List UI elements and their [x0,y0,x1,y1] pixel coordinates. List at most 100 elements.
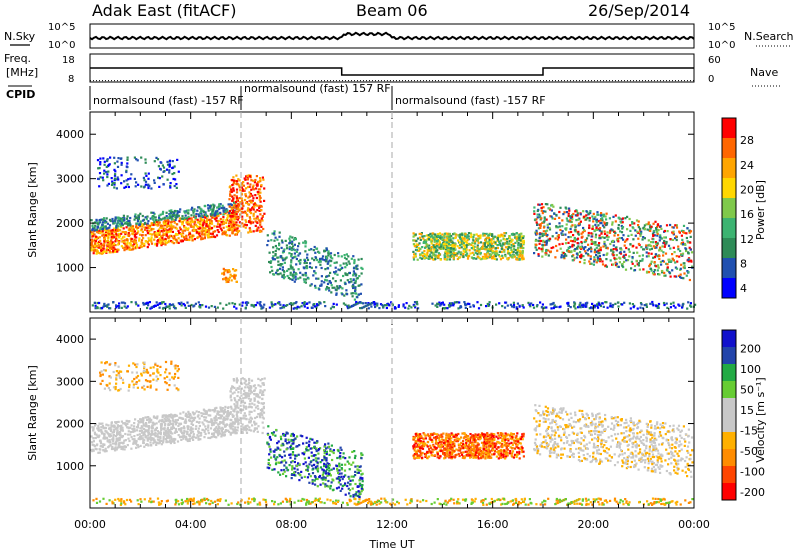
echo-pixel [671,269,674,272]
echo-pixel [333,253,336,257]
echo-pixel [190,303,193,307]
echo-pixel [513,255,516,258]
echo-pixel [609,242,612,246]
echo-pixel [140,239,144,242]
colorbar-cell [722,158,736,179]
echo-pixel [447,304,451,307]
echo-pixel [641,238,644,241]
echo-pixel [162,233,165,236]
echo-pixel [274,249,277,253]
echo-pixel [449,250,452,253]
echo-pixel [432,257,435,260]
echo-pixel [96,301,99,305]
echo-pixel [535,231,538,234]
echo-pixel [506,241,509,244]
echo-pixel [584,250,587,253]
echo-pixel [477,307,481,310]
echo-pixel [472,236,475,239]
echo-pixel [500,239,503,242]
echo-pixel [615,264,618,267]
echo-pixel [273,232,276,235]
echo-pixel [230,221,233,225]
echo-pixel [610,249,613,252]
echo-pixel [182,437,185,440]
echo-pixel [631,262,634,265]
echo-pixel [455,233,458,236]
echo-pixel [202,218,205,221]
echo-pixel [485,236,488,239]
echo-pixel [111,442,114,445]
echo-pixel [544,210,547,213]
echo-pixel [295,263,298,266]
echo-pixel [140,156,143,159]
echo-pixel [294,238,297,241]
echo-pixel [650,247,653,250]
echo-pixel [288,302,291,305]
freq-label-line2: [MHz] [6,66,38,79]
echo-pixel [604,244,607,247]
echo-pixel [157,222,160,225]
echo-pixel [159,435,162,439]
echo-pixel [681,252,685,255]
echo-pixel [225,221,228,224]
echo-pixel [688,278,691,282]
echo-pixel [655,265,658,268]
echo-pixel [462,255,465,259]
echo-pixel [402,305,405,308]
echo-pixel [94,304,97,307]
echo-pixel [207,432,210,435]
echo-pixel [221,233,224,236]
echo-pixel [354,281,357,284]
echo-pixel [298,252,302,255]
echo-pixel [235,413,238,416]
echo-pixel [249,209,252,212]
echo-pixel [463,244,466,247]
echo-pixel [470,235,473,239]
echo-pixel [512,301,515,304]
echo-pixel [135,236,138,239]
echo-pixel [430,251,433,254]
echo-pixel [204,229,208,232]
echo-pixel [163,427,166,430]
echo-pixel [268,260,271,264]
echo-pixel [136,443,139,446]
echo-pixel [102,305,105,308]
echo-pixel [659,260,662,263]
echo-pixel [165,441,168,444]
echo-pixel [238,184,241,187]
echo-pixel [354,286,357,289]
echo-pixel [282,249,285,252]
echo-pixel [161,414,164,417]
echo-pixel [173,221,176,224]
echo-pixel [246,177,249,180]
echo-pixel [199,219,202,222]
echo-pixel [609,229,612,232]
echo-pixel [449,304,452,307]
echo-pixel [99,163,102,166]
echo-pixel [431,232,434,235]
echo-pixel [294,278,297,281]
echo-pixel [233,302,237,306]
echo-pixel [427,236,430,239]
echo-pixel [159,225,163,228]
echo-pixel [451,242,454,245]
echo-pixel [538,233,541,236]
echo-pixel [690,259,693,262]
echo-pixel [561,230,564,233]
echo-pixel [225,415,228,418]
echo-pixel [252,305,256,308]
echo-pixel [168,165,171,168]
echo-pixel [510,243,513,247]
echo-pixel [256,215,259,218]
echo-pixel [350,280,353,283]
echo-pixel [329,271,332,274]
echo-pixel [378,307,381,310]
echo-pixel [327,254,330,257]
echo-pixel [154,232,157,235]
echo-pixel [343,256,347,259]
echo-pixel [624,217,627,220]
noise-tick-left-bottom: 10^0 [48,40,75,51]
echo-pixel [113,248,116,251]
echo-pixel [215,436,218,439]
